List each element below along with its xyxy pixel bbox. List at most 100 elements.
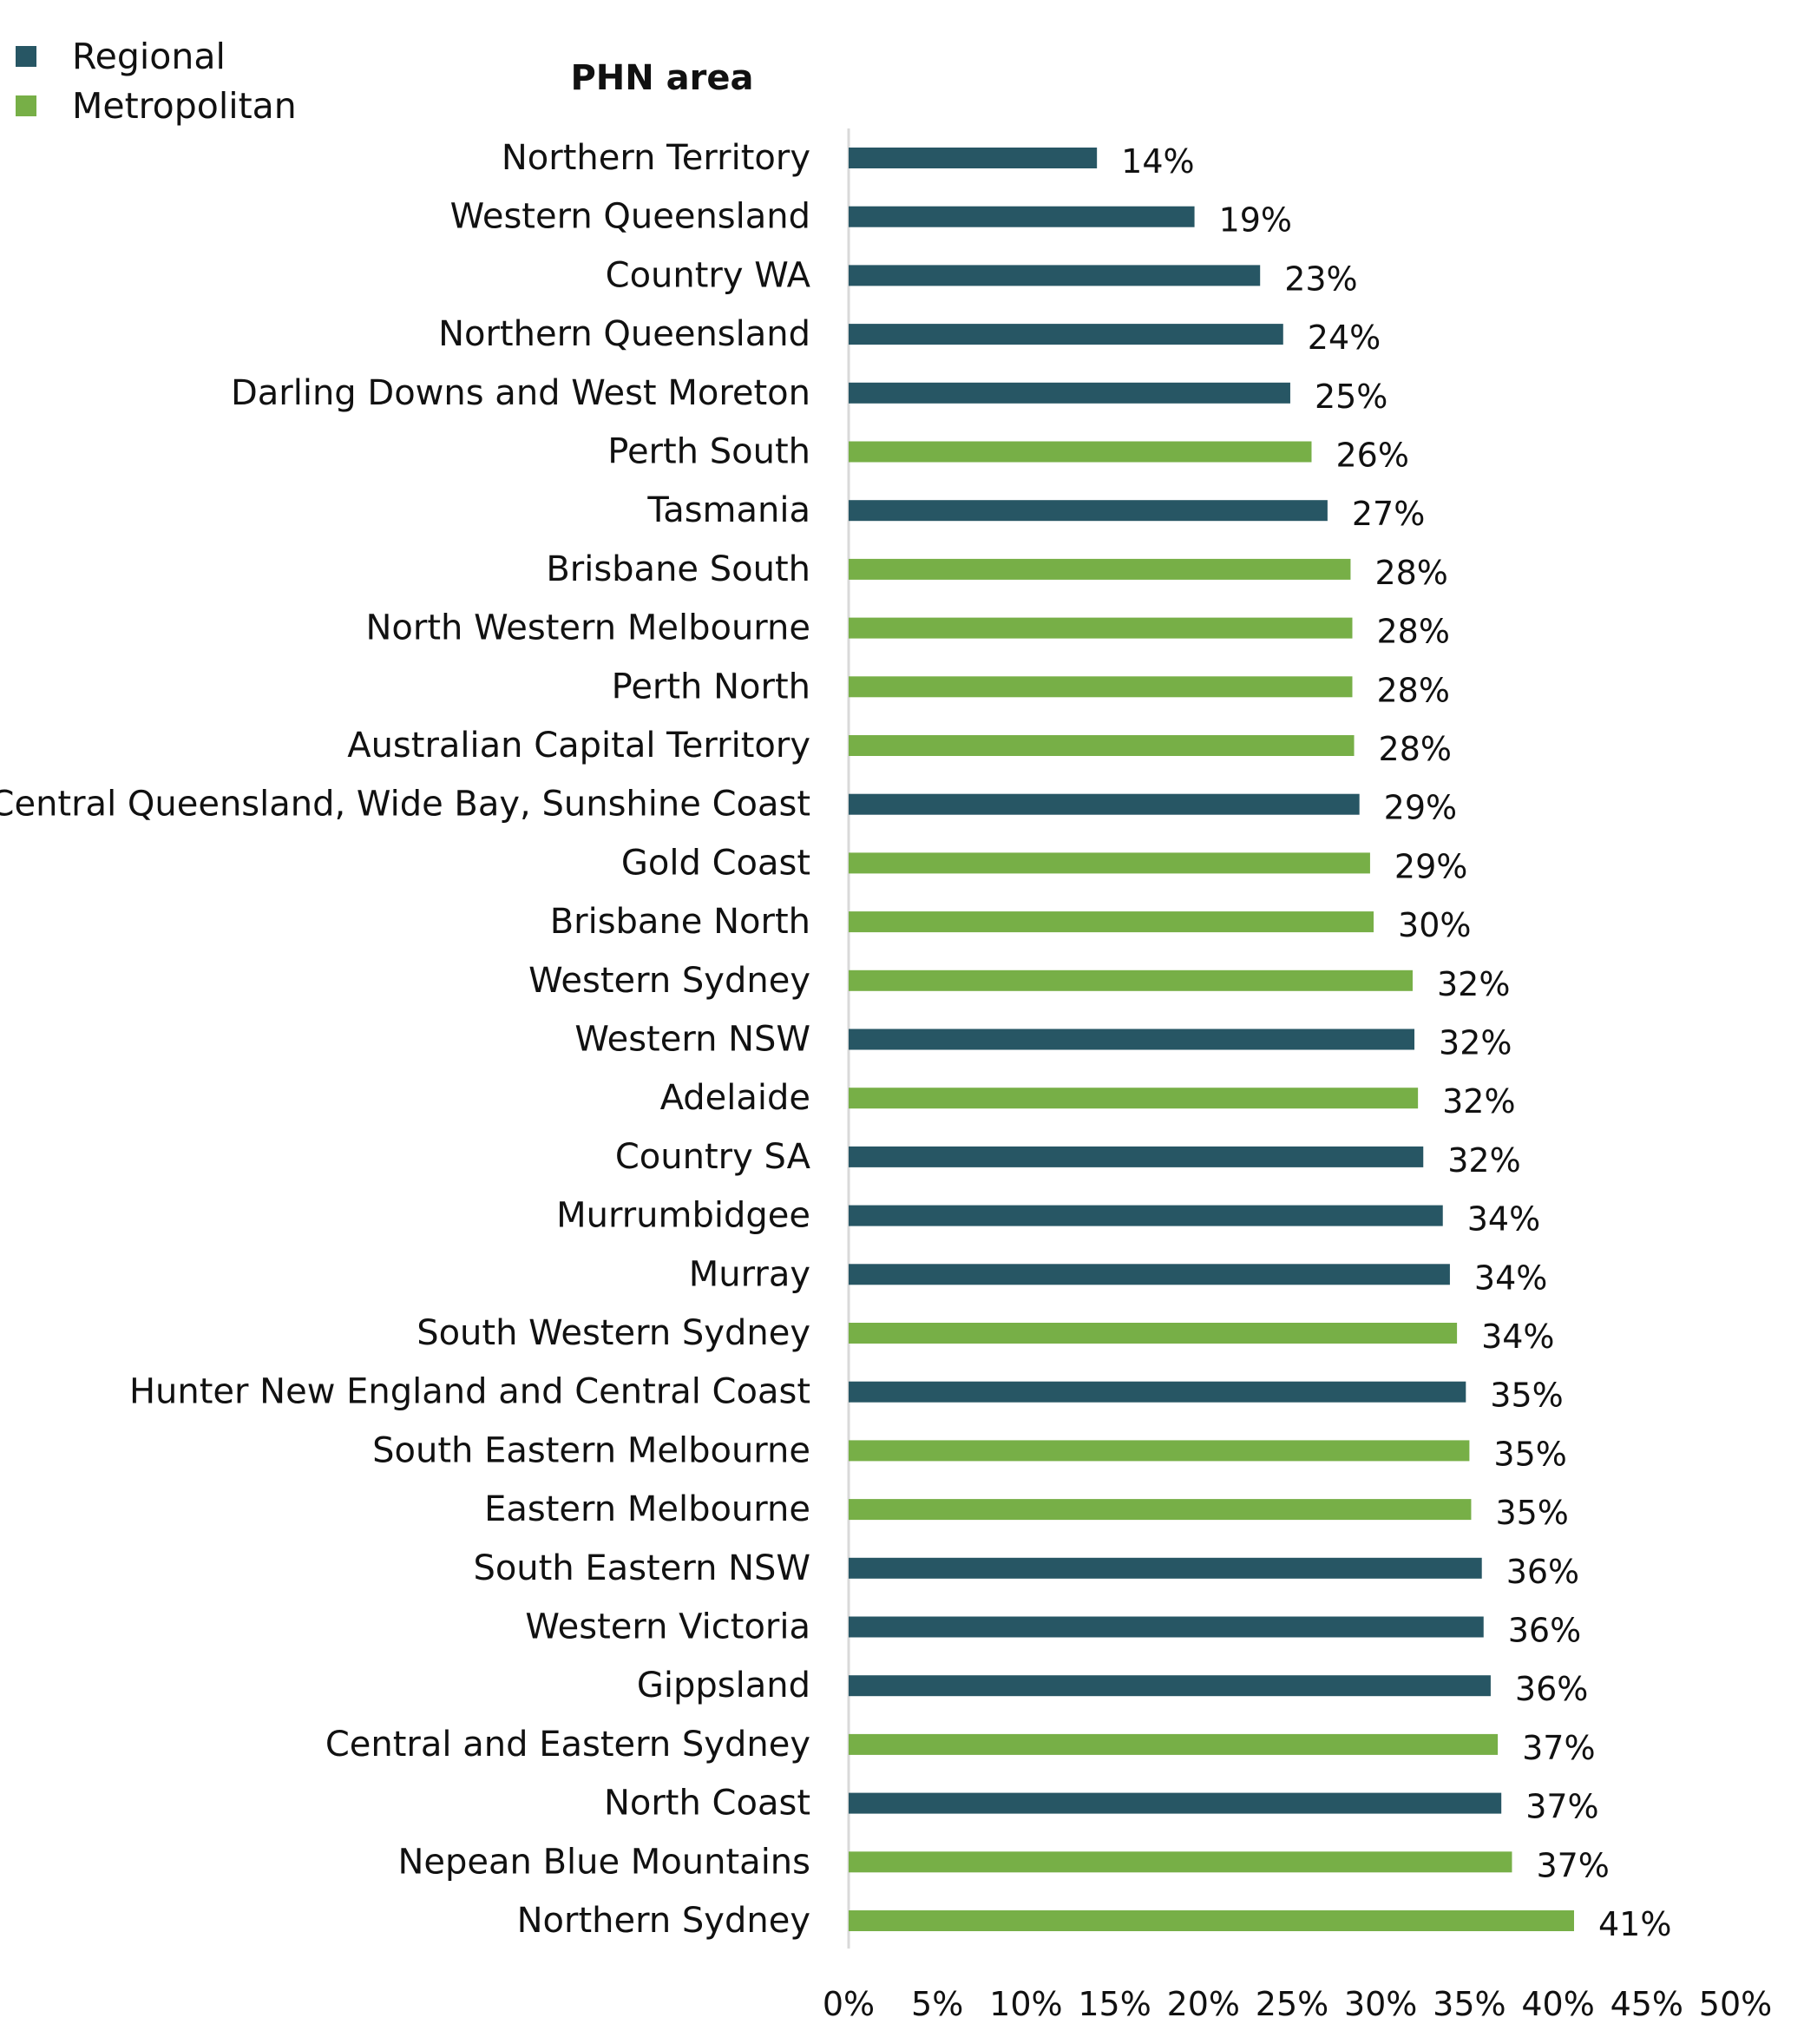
category-label-western-victoria: Western Victoria bbox=[525, 1607, 810, 1647]
category-label-northern-queensland: Northern Queensland bbox=[438, 314, 810, 354]
bar-hunter-new-england-and-central-coast bbox=[849, 1381, 1466, 1403]
value-label-western-victoria: 36% bbox=[1508, 1612, 1581, 1650]
bar-perth-south bbox=[849, 441, 1312, 463]
category-label-adelaide: Adelaide bbox=[660, 1078, 810, 1118]
value-label-adelaide: 32% bbox=[1442, 1082, 1515, 1121]
value-label-country-wa: 23% bbox=[1284, 260, 1357, 298]
x-tick-label: 45% bbox=[1610, 1985, 1683, 2023]
category-label-tasmania: Tasmania bbox=[646, 490, 810, 530]
value-label-gippsland: 36% bbox=[1515, 1670, 1588, 1708]
category-label-australian-capital-territory: Australian Capital Territory bbox=[347, 726, 810, 766]
bar-northern-queensland bbox=[849, 324, 1283, 345]
x-axis: 0% 5% 10% 15% 20% 25% 30% 35% 40% 45% 50% bbox=[823, 128, 1772, 2023]
value-label-western-sydney: 32% bbox=[1437, 965, 1510, 1003]
category-label-country-sa: Country SA bbox=[615, 1137, 811, 1177]
bar-tasmania bbox=[849, 500, 1328, 522]
bar-murray bbox=[849, 1264, 1450, 1285]
value-label-northern-queensland: 24% bbox=[1308, 319, 1381, 357]
legend-swatch-regional bbox=[16, 46, 36, 67]
value-label-murray: 34% bbox=[1474, 1259, 1547, 1297]
bar-northern-sydney bbox=[849, 1910, 1574, 1931]
bar-murrumbidgee bbox=[849, 1205, 1443, 1226]
value-label-brisbane-south: 28% bbox=[1374, 554, 1447, 592]
category-label-perth-north: Perth North bbox=[612, 667, 810, 707]
legend: Regional Metropolitan bbox=[16, 36, 297, 127]
bar-nepean-blue-mountains bbox=[849, 1851, 1512, 1873]
x-tick-label: 15% bbox=[1078, 1985, 1151, 2023]
value-label-northern-territory: 14% bbox=[1121, 142, 1194, 181]
value-label-western-nsw: 32% bbox=[1439, 1024, 1512, 1062]
value-label-north-coast: 37% bbox=[1525, 1788, 1598, 1826]
category-label-northern-territory: Northern Territory bbox=[502, 138, 810, 178]
value-label-darling-downs-and-west-moreton: 25% bbox=[1315, 378, 1387, 416]
x-tick-label: 20% bbox=[1167, 1985, 1240, 2023]
value-label-south-eastern-melbourne: 35% bbox=[1493, 1435, 1566, 1473]
category-label-hunter-new-england-and-central-coast: Hunter New England and Central Coast bbox=[129, 1372, 810, 1412]
value-label-nepean-blue-mountains: 37% bbox=[1536, 1846, 1609, 1884]
value-label-perth-south: 26% bbox=[1335, 437, 1408, 475]
bar-north-coast bbox=[849, 1792, 1502, 1814]
value-label-northern-sydney: 41% bbox=[1598, 1905, 1671, 1943]
category-label-central-queensland-wide-bay-sunshine-coast: Central Queensland, Wide Bay, Sunshine C… bbox=[0, 785, 810, 825]
value-label-perth-north: 28% bbox=[1376, 671, 1449, 709]
bar-central-queensland-wide-bay-sunshine-coast bbox=[849, 793, 1360, 815]
bar-brisbane-north bbox=[849, 911, 1374, 933]
category-label-central-and-eastern-sydney: Central and Eastern Sydney bbox=[325, 1725, 810, 1765]
value-label-eastern-melbourne: 35% bbox=[1495, 1494, 1568, 1532]
bar-country-sa bbox=[849, 1146, 1424, 1167]
category-label-south-western-sydney: South Western Sydney bbox=[417, 1313, 810, 1353]
value-label-south-western-sydney: 34% bbox=[1481, 1318, 1554, 1356]
category-label-north-western-melbourne: North Western Melbourne bbox=[366, 608, 811, 648]
bar-perth-north bbox=[849, 676, 1353, 698]
category-label-south-eastern-nsw: South Eastern NSW bbox=[473, 1548, 810, 1588]
bar-country-wa bbox=[849, 265, 1261, 286]
x-tick-label: 50% bbox=[1699, 1985, 1772, 2023]
value-labels: 14% 19% 23% 24% 25% 26% 27% 28% 28% 28% 28% 29% 29% 3… bbox=[1121, 142, 1671, 1943]
bar-brisbane-south bbox=[849, 558, 1351, 580]
category-label-murray: Murray bbox=[689, 1254, 810, 1294]
bar-central-and-eastern-sydney bbox=[849, 1733, 1499, 1755]
value-label-murrumbidgee: 34% bbox=[1467, 1200, 1540, 1239]
bar-northern-territory bbox=[849, 148, 1098, 168]
value-label-western-queensland: 19% bbox=[1219, 201, 1292, 240]
x-tick-label: 35% bbox=[1433, 1985, 1506, 2023]
value-label-central-queensland-wide-bay-sunshine-coast: 29% bbox=[1384, 789, 1457, 827]
legend-label-metropolitan: Metropolitan bbox=[72, 85, 297, 127]
value-label-south-eastern-nsw: 36% bbox=[1506, 1553, 1579, 1591]
category-label-eastern-melbourne: Eastern Melbourne bbox=[484, 1489, 810, 1529]
category-label-gold-coast: Gold Coast bbox=[621, 843, 810, 883]
bar-south-eastern-nsw bbox=[849, 1557, 1482, 1579]
x-tick-label: 40% bbox=[1521, 1985, 1594, 2023]
x-tick-label: 30% bbox=[1344, 1985, 1417, 2023]
category-label-western-queensland: Western Queensland bbox=[450, 197, 810, 237]
x-tick-label: 10% bbox=[989, 1985, 1062, 2023]
bar-western-sydney bbox=[849, 969, 1413, 991]
category-label-brisbane-north: Brisbane North bbox=[550, 902, 810, 942]
bar-gippsland bbox=[849, 1675, 1491, 1697]
bar-western-queensland bbox=[849, 206, 1195, 227]
x-tick-label: 5% bbox=[911, 1985, 963, 2023]
bar-australian-capital-territory bbox=[849, 735, 1355, 756]
value-label-hunter-new-england-and-central-coast: 35% bbox=[1490, 1377, 1563, 1415]
legend-swatch-metropolitan bbox=[16, 95, 36, 116]
category-label-south-eastern-melbourne: South Eastern Melbourne bbox=[372, 1430, 810, 1470]
category-label-western-nsw: Western NSW bbox=[574, 1020, 810, 1060]
chart-title: PHN area bbox=[570, 58, 753, 98]
category-label-country-wa: Country WA bbox=[606, 255, 811, 295]
bar-gold-coast bbox=[849, 852, 1370, 874]
value-label-north-western-melbourne: 28% bbox=[1376, 613, 1449, 651]
bar-north-western-melbourne bbox=[849, 617, 1353, 639]
category-label-gippsland: Gippsland bbox=[637, 1666, 810, 1706]
category-label-perth-south: Perth South bbox=[607, 432, 810, 472]
bar-western-victoria bbox=[849, 1616, 1484, 1638]
category-label-north-coast: North Coast bbox=[604, 1784, 810, 1824]
legend-label-regional: Regional bbox=[72, 36, 226, 77]
bar-darling-downs-and-west-moreton bbox=[849, 382, 1290, 404]
category-label-brisbane-south: Brisbane South bbox=[546, 549, 810, 589]
value-label-central-and-eastern-sydney: 37% bbox=[1522, 1729, 1595, 1767]
category-label-northern-sydney: Northern Sydney bbox=[517, 1901, 810, 1941]
category-labels: Northern Territory Western Queensland Coun… bbox=[0, 138, 811, 1941]
category-label-darling-downs-and-west-moreton: Darling Downs and West Moreton bbox=[231, 373, 810, 413]
value-label-brisbane-north: 30% bbox=[1398, 906, 1471, 944]
